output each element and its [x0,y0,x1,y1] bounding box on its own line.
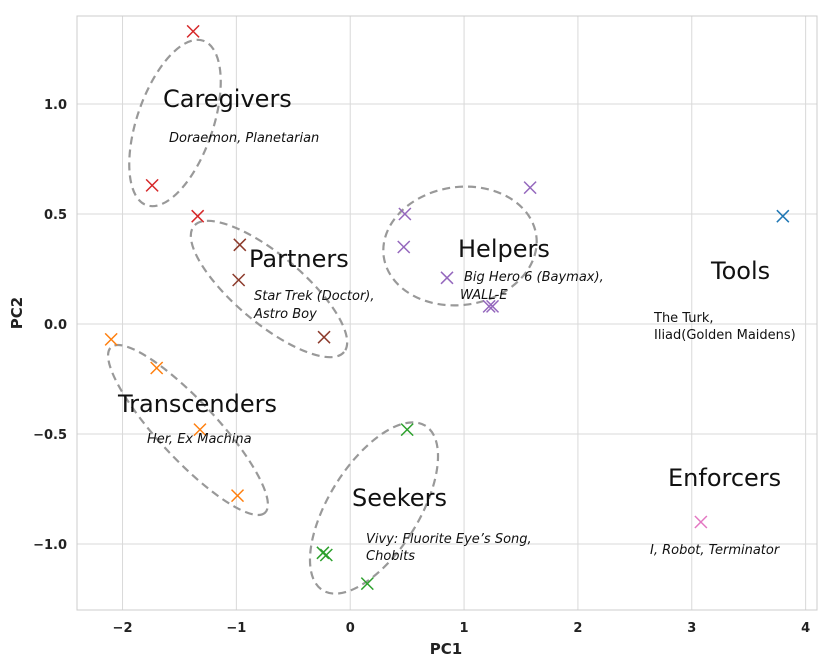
cluster-subtitle-seekers-1: Vivy: Fluorite Eye’s Song, [366,532,532,547]
point-seekers [316,546,330,560]
ellipse-caregivers [128,38,222,208]
annotation-seekers: Seekers Vivy: Fluorite Eye’s Song, Chobi… [352,484,532,564]
point-caregivers [145,178,159,192]
point-helpers [440,271,454,285]
x-tick-label: −2 [113,621,133,636]
point-seekers [400,423,414,437]
y-tick-label: 1.0 [44,98,67,113]
cluster-subtitle-partners-1: Star Trek (Doctor), [254,289,375,304]
point-partners [317,330,331,344]
y-tick-label: −1.0 [33,538,67,553]
plot-frame [76,15,818,611]
x-tick-label: 4 [801,621,810,636]
point-tools [776,209,790,223]
y-tick-label: −0.5 [33,428,67,443]
cluster-subtitle-enforcers: I, Robot, Terminator [650,543,781,558]
point-transcenders [193,423,207,437]
cluster-title-partners: Partners [249,245,349,273]
ellipse-seekers [308,421,440,595]
point-partners [232,273,246,287]
ellipse-transcenders [106,343,270,517]
x-tick-label: 1 [460,621,469,636]
y-tick-label: 0.5 [44,208,67,223]
point-helpers [398,207,412,221]
axes [76,15,818,611]
cluster-subtitle-helpers-2: WALL-E [460,288,508,303]
annotation-helpers: Helpers Big Hero 6 (Baymax), WALL-E [458,235,604,303]
point-helpers [397,240,411,254]
point-helpers [482,299,496,313]
annotation-tools: Tools The Turk, Iliad(Golden Maidens) [653,257,796,343]
point-helpers [523,181,537,195]
cluster-subtitle-tools-2: Iliad(Golden Maidens) [654,328,796,343]
cluster-subtitle-partners-2: Astro Boy [253,307,317,322]
x-axis-title: PC1 [430,640,462,658]
x-tick-label: 0 [346,621,355,636]
point-caregivers [191,209,205,223]
cluster-subtitle-seekers-2: Chobits [366,549,415,564]
cluster-title-transcenders: Transcenders [117,390,277,418]
x-tick-label: 3 [687,621,696,636]
x-tick-labels: −2 −1 0 1 2 3 4 [113,621,811,636]
cluster-title-seekers: Seekers [352,484,447,512]
cluster-title-enforcers: Enforcers [668,464,781,492]
point-caregivers [186,24,200,38]
cluster-title-tools: Tools [710,257,770,285]
x-tick-label: −1 [226,621,246,636]
cluster-subtitle-tools-1: The Turk, [653,311,714,326]
y-tick-label: 0.0 [44,318,67,333]
cluster-subtitle-helpers-1: Big Hero 6 (Baymax), [464,270,604,285]
cluster-subtitle-caregivers: Doraemon, Planetarian [169,131,319,146]
annotation-enforcers: Enforcers I, Robot, Terminator [650,464,781,558]
point-enforcers [694,515,708,529]
point-seekers [319,548,333,562]
x-tick-label: 2 [573,621,582,636]
point-transcenders [104,332,118,346]
point-transcenders [150,361,164,375]
cluster-title-caregivers: Caregivers [163,85,292,113]
y-axis-title: PC2 [8,297,26,329]
cluster-subtitle-transcenders: Her, Ex Machina [147,432,252,447]
y-tick-labels: −1.0 −0.5 0.0 0.5 1.0 [33,98,67,553]
cluster-ellipses [106,38,538,595]
data-points [104,24,790,591]
annotation-caregivers: Caregivers Doraemon, Planetarian [163,85,319,146]
point-partners [233,238,247,252]
point-transcenders [230,489,245,503]
annotation-transcenders: Transcenders Her, Ex Machina [117,390,277,447]
point-helpers [486,299,500,313]
point-seekers [360,577,374,591]
annotation-partners: Partners Star Trek (Doctor), Astro Boy [249,245,375,322]
ellipse-partners [189,219,349,359]
ellipse-helpers [382,185,538,307]
cluster-title-helpers: Helpers [458,235,550,263]
